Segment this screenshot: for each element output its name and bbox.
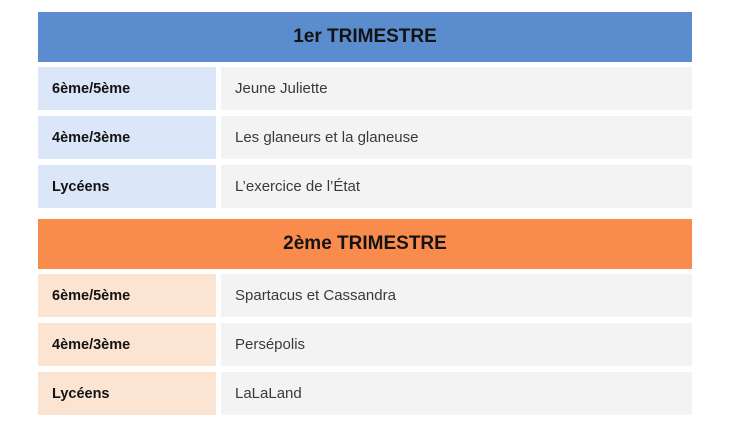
film-cell: Les glaneurs et la glaneuse [221,116,692,159]
film-schedule-table: 1er TRIMESTRE 6ème/5ème Jeune Juliette 4… [38,12,692,421]
table-row: 4ème/3ème Les glaneurs et la glaneuse [38,116,692,159]
film-cell: LaLaLand [221,372,692,415]
table-row: 4ème/3ème Persépolis [38,323,692,366]
level-cell-4e3e: 4ème/3ème [38,323,216,366]
level-cell-6e5e: 6ème/5ème [38,274,216,317]
level-cell-lyceens: Lycéens [38,372,216,415]
level-cell-6e5e: 6ème/5ème [38,67,216,110]
table-row: 6ème/5ème Spartacus et Cassandra [38,274,692,317]
film-cell: Jeune Juliette [221,67,692,110]
trimester-2-title: 2ème TRIMESTRE [283,233,447,254]
table-row: Lycéens L’exercice de l’État [38,165,692,208]
table-row: Lycéens LaLaLand [38,372,692,415]
table-row: 6ème/5ème Jeune Juliette [38,67,692,110]
film-cell: L’exercice de l’État [221,165,692,208]
level-cell-4e3e: 4ème/3ème [38,116,216,159]
trimester-1-section: 1er TRIMESTRE 6ème/5ème Jeune Juliette 4… [38,12,692,208]
trimester-2-section: 2ème TRIMESTRE 6ème/5ème Spartacus et Ca… [38,219,692,415]
trimester-1-title: 1er TRIMESTRE [293,26,437,47]
film-cell: Persépolis [221,323,692,366]
film-cell: Spartacus et Cassandra [221,274,692,317]
level-cell-lyceens: Lycéens [38,165,216,208]
trimester-1-header: 1er TRIMESTRE [38,12,692,62]
trimester-2-header: 2ème TRIMESTRE [38,219,692,269]
